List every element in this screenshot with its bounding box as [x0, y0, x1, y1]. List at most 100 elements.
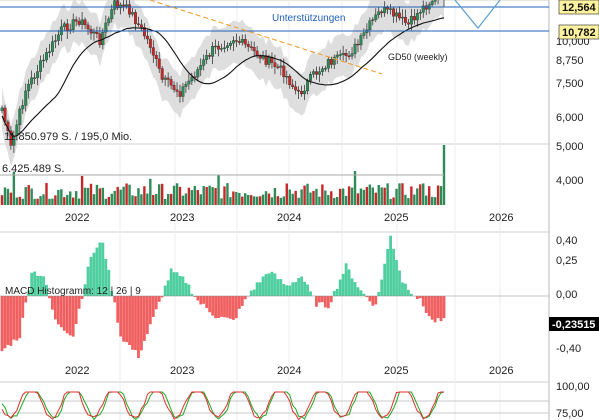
- volume-bar: [107, 196, 110, 205]
- grid-lines: [0, 0, 550, 420]
- candle-body: [83, 19, 87, 26]
- volume-bar: [60, 189, 63, 205]
- macd-bar: [383, 263, 387, 296]
- candle-body: [430, 1, 434, 5]
- volume-bar: [184, 193, 188, 205]
- macd-bar: [273, 273, 277, 296]
- candle-body: [309, 74, 312, 81]
- macd-bar: [427, 296, 431, 317]
- candle-body: [80, 19, 84, 25]
- macd-bar: [157, 296, 161, 302]
- volume-bar: [389, 198, 392, 205]
- candle-body: [107, 18, 111, 24]
- macd-bar: [86, 266, 90, 296]
- volume-bar: [439, 186, 443, 205]
- macd-bar: [205, 296, 209, 309]
- volume-bar: [21, 198, 24, 205]
- candle-body: [142, 27, 146, 37]
- candle-body: [243, 39, 247, 45]
- candle-body: [39, 60, 43, 72]
- price-tag-upper: 12,564: [558, 0, 599, 15]
- candle-body: [86, 24, 90, 30]
- candle-body: [323, 68, 327, 70]
- volume-bar: [193, 185, 197, 205]
- volume-bar: [42, 194, 45, 205]
- volume-bar: [392, 197, 395, 205]
- macd-bar: [243, 296, 247, 300]
- price-y-tick: 6,000: [556, 112, 584, 124]
- candle-body: [415, 13, 419, 21]
- candle-body: [145, 35, 149, 40]
- volume-bar: [146, 193, 149, 205]
- candle-body: [65, 23, 69, 32]
- volume-bar: [122, 186, 125, 205]
- macd-bar: [252, 289, 256, 296]
- macd-bar: [320, 296, 324, 303]
- candle-body: [403, 16, 407, 23]
- macd-bar: [15, 296, 19, 341]
- candle-body: [92, 31, 96, 34]
- volume-bar: [169, 193, 173, 205]
- volume-bar: [353, 171, 357, 205]
- candle-body: [125, 4, 129, 7]
- volume-bar: [86, 187, 90, 205]
- macd-bar: [291, 282, 295, 296]
- volume-bar: [181, 195, 185, 205]
- volume-bar: [45, 183, 48, 205]
- volume-bar: [69, 191, 72, 205]
- candle-body: [300, 91, 304, 95]
- macd-bar: [169, 268, 173, 296]
- macd-bar: [214, 296, 217, 319]
- volume-bar: [36, 198, 39, 205]
- volume-bar: [57, 189, 60, 205]
- macd-bar: [184, 282, 188, 296]
- price-y-tick: 5,000: [556, 141, 584, 153]
- macd-bar: [398, 270, 401, 296]
- macd-bar: [294, 281, 298, 296]
- volume-bar: [51, 198, 54, 205]
- volume-bar: [324, 190, 327, 205]
- candle-body: [285, 76, 289, 78]
- volume-bar: [3, 187, 7, 205]
- candle-body: [386, 7, 390, 10]
- candle-body: [317, 71, 321, 75]
- price-x-tick: 2025: [384, 212, 408, 224]
- macd-bar: [315, 296, 318, 307]
- candle-body: [374, 14, 378, 20]
- volume-bar: [395, 188, 398, 205]
- volume-bar: [270, 197, 274, 205]
- volume-bar: [6, 188, 10, 205]
- volume-bar: [377, 185, 380, 205]
- volume-bar: [419, 184, 422, 205]
- volume-bar: [336, 197, 339, 205]
- candle-body: [104, 22, 108, 33]
- volume-bar: [196, 190, 199, 205]
- candle-body: [205, 55, 209, 60]
- volume-bar: [226, 183, 229, 205]
- volume-bar: [300, 189, 303, 205]
- volume-bar: [158, 184, 161, 205]
- volume-bar: [187, 187, 191, 205]
- candle-body: [332, 56, 336, 65]
- macd-bar: [276, 279, 280, 296]
- candle-body: [406, 22, 410, 25]
- candle-body: [306, 80, 309, 92]
- volume-bar: [341, 188, 345, 205]
- volume-bar: [172, 185, 176, 205]
- candle-body: [9, 130, 13, 146]
- price-tag-lower-text: 10,782: [562, 27, 596, 39]
- macd-bar: [116, 296, 120, 323]
- volume-bar: [152, 195, 155, 205]
- candle-body: [234, 40, 238, 42]
- candle-body: [264, 55, 268, 65]
- macd-bar: [392, 248, 395, 296]
- candle-body: [98, 33, 102, 46]
- price-band: [2, 0, 444, 168]
- volume-bar: [318, 196, 321, 205]
- macd-bar: [92, 252, 96, 296]
- macd-bar: [122, 296, 126, 342]
- volume-bar: [258, 196, 262, 205]
- volume-bar: [309, 192, 312, 205]
- candle-body: [228, 43, 232, 46]
- volume-bar: [137, 188, 140, 205]
